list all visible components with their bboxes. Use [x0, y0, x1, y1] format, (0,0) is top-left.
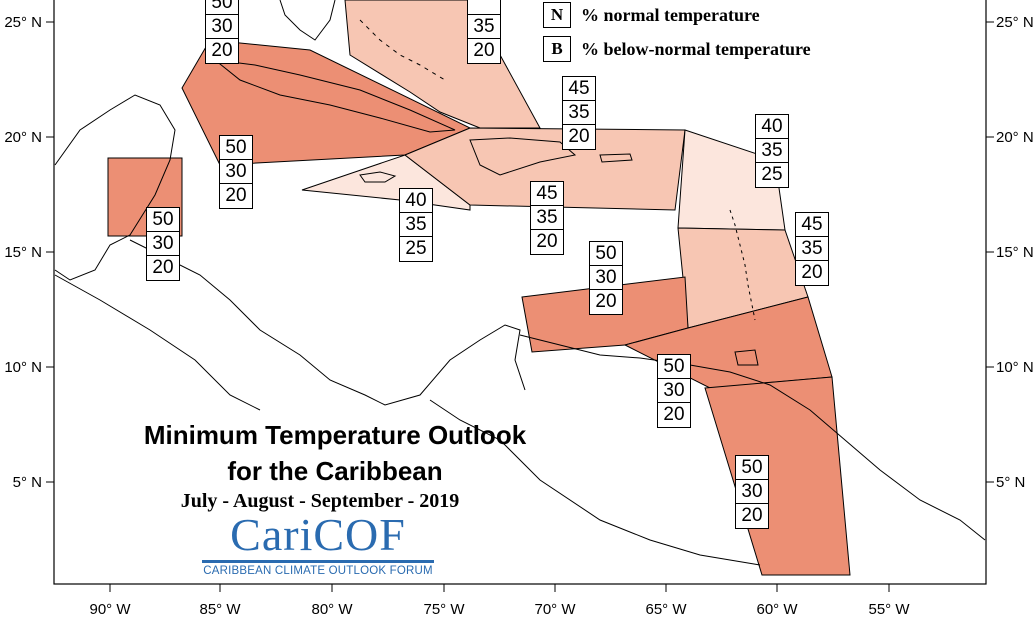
prob-value: 20 [536, 231, 558, 252]
coast-florida [279, 0, 336, 41]
prob-box-belize: 50 30 20 [146, 207, 180, 281]
coast-cuba [213, 59, 456, 133]
lat-label-right: 15° N [996, 244, 1034, 261]
logo-name-part2: COF [313, 509, 406, 560]
prob-value: 35 [531, 206, 563, 230]
lat-label-left: 20° N [4, 129, 42, 146]
prob-value: 50 [220, 136, 252, 160]
lat-label-right: 25° N [996, 14, 1034, 31]
lon-label: 55° W [868, 601, 910, 618]
lon-label: 75° W [423, 601, 465, 618]
lat-label-right: 5° N [996, 474, 1025, 491]
map-title-line2: for the Caribbean [227, 456, 443, 486]
prob-value [468, 0, 500, 15]
prob-value: 20 [568, 126, 590, 147]
caricof-logo: CariCOF CARIBBEAN CLIMATE OUTLOOK FORUM [202, 512, 434, 577]
coast-jamaica [359, 171, 397, 183]
prob-value: 30 [590, 266, 622, 290]
legend-label-below: % below-normal temperature [581, 38, 811, 59]
lat-label-left: 15° N [4, 244, 42, 261]
prob-box-bahamas-left: 50 30 20 [205, 0, 239, 64]
prob-value: 50 [147, 208, 179, 232]
prob-value: 20 [801, 262, 823, 283]
prob-value: 35 [796, 237, 828, 261]
prob-value: 20 [152, 257, 174, 278]
prob-box-leewards: 40 35 25 [755, 114, 789, 188]
lat-label-left: 25° N [4, 14, 42, 31]
lon-label: 85° W [199, 601, 241, 618]
prob-value: 35 [563, 101, 595, 125]
prob-value: 20 [741, 505, 763, 526]
map-title-line1: Minimum Temperature Outlook [143, 420, 527, 450]
lat-label-left: 10° N [4, 359, 42, 376]
lat-label-left: 5° N [13, 474, 42, 491]
prob-box-hispaniola: 45 35 20 [562, 76, 596, 150]
prob-value: 45 [531, 182, 563, 206]
prob-box-abc: 50 30 20 [589, 241, 623, 315]
coast-pacific-ca [54, 274, 261, 411]
prob-value: 50 [658, 355, 690, 379]
logo-bar [202, 560, 434, 563]
prob-value: 30 [206, 15, 238, 39]
coast-yucatan [54, 94, 176, 281]
map-period: July - August - September - 2019 [180, 490, 460, 512]
prob-value: 25 [405, 238, 427, 259]
legend-code-normal: N [543, 2, 571, 28]
lat-label-right: 20° N [996, 129, 1034, 146]
coast-puerto-rico [599, 153, 633, 163]
axes: 90° W 85° W 80° W 75° W 70° W 65° W 60° W 55° W… [4, 14, 1033, 618]
logo-name-part1: Cari [230, 509, 314, 560]
prob-value: 25 [761, 164, 783, 185]
prob-box-bahamas-right: 35 20 [467, 0, 501, 64]
prob-value: 35 [756, 139, 788, 163]
prob-value: 40 [400, 189, 432, 213]
coastlines [54, 0, 986, 566]
prob-value: 45 [563, 77, 595, 101]
lon-label: 90° W [89, 601, 131, 618]
coast-trinidad [734, 349, 759, 366]
prob-value: 20 [595, 291, 617, 312]
prob-value: 40 [756, 115, 788, 139]
legend-item-normal: N % normal temperature [543, 2, 760, 28]
coast-bahamas [359, 19, 446, 81]
lat-label-right: 10° N [996, 359, 1034, 376]
prob-box-puerto-rico: 45 35 20 [530, 181, 564, 255]
prob-value: 30 [220, 160, 252, 184]
lon-label: 80° W [311, 601, 353, 618]
prob-value: 50 [206, 0, 238, 15]
prob-value: 20 [225, 185, 247, 206]
prob-value: 45 [796, 213, 828, 237]
prob-value: 50 [736, 456, 768, 480]
coast-lesser-antilles [729, 209, 756, 321]
coast-hispaniola [469, 137, 577, 176]
legend-code-below: B [543, 36, 571, 62]
logo-wordmark: CariCOF [202, 512, 434, 558]
prob-value: 35 [400, 213, 432, 237]
prob-box-jamaica: 40 35 25 [399, 188, 433, 262]
outlook-regions [107, 0, 851, 576]
prob-value: 20 [211, 40, 233, 61]
lon-label: 65° W [645, 601, 687, 618]
prob-box-windwards: 45 35 20 [795, 212, 829, 286]
prob-value: 50 [590, 242, 622, 266]
legend-label-normal: % normal temperature [581, 4, 760, 25]
legend-item-below: B % below-normal temperature [543, 36, 811, 62]
prob-value: 20 [663, 404, 685, 425]
prob-value: 35 [468, 15, 500, 39]
prob-box-trinidad: 50 30 20 [657, 354, 691, 428]
logo-tagline: CARIBBEAN CLIMATE OUTLOOK FORUM [203, 565, 433, 577]
prob-value: 20 [473, 40, 495, 61]
coast-south-america-inland [429, 399, 761, 566]
prob-value: 30 [736, 480, 768, 504]
coast-south-america [519, 334, 986, 541]
prob-value: 30 [658, 379, 690, 403]
region-hispaniola-puerto-rico [404, 127, 686, 211]
prob-box-cuba: 50 30 20 [219, 135, 253, 209]
lon-label: 70° W [534, 601, 576, 618]
prob-box-guianas: 50 30 20 [735, 455, 769, 529]
lon-label: 60° W [756, 601, 798, 618]
coast-central-america [129, 239, 526, 406]
prob-value: 30 [147, 232, 179, 256]
